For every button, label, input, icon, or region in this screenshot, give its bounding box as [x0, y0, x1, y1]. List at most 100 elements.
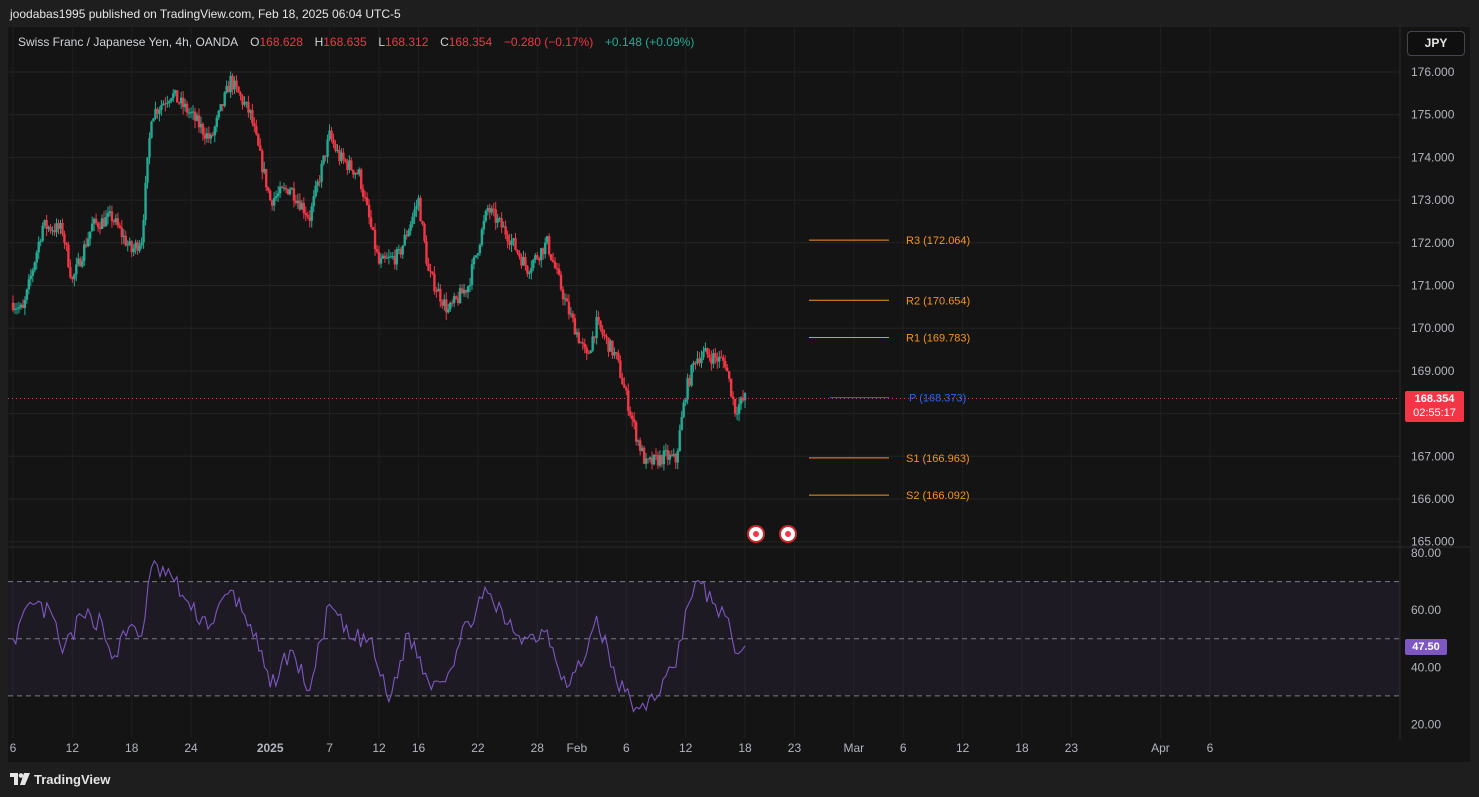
- candle-down: [674, 454, 677, 463]
- candle-down: [716, 357, 719, 362]
- candle-down: [261, 150, 264, 173]
- candle-down: [361, 189, 365, 197]
- candle-up: [59, 222, 62, 229]
- candle-down: [177, 102, 181, 104]
- candle-up: [676, 451, 679, 463]
- candle-down: [581, 342, 584, 344]
- candle-down: [488, 207, 491, 213]
- candle-down: [642, 447, 646, 464]
- candle-up: [23, 299, 27, 309]
- candle-down: [284, 187, 288, 190]
- time-tick-label: 16: [412, 741, 426, 755]
- candle-up: [19, 304, 23, 308]
- candle-up: [122, 235, 125, 238]
- candle-down: [494, 209, 497, 223]
- candle-down: [61, 222, 64, 234]
- extra-change-value: +0.148 (+0.09%): [604, 35, 695, 49]
- candle-up: [174, 90, 177, 94]
- price-tick-label: 165.000: [1411, 535, 1455, 549]
- candle-up: [27, 279, 31, 290]
- candle-down: [617, 352, 620, 361]
- currency-button[interactable]: JPY: [1407, 31, 1465, 56]
- time-axis: 6 12 18 24 2025 7 12 16 22 28 Feb 6 12 18 23 Mar 6 12 18 23…: [10, 741, 1214, 755]
- candle-up: [540, 248, 543, 261]
- candle-up: [195, 115, 199, 121]
- pivot-label-r3: R3 (172.064): [906, 235, 970, 247]
- candle-up: [522, 257, 525, 266]
- time-tick-label: 24: [184, 741, 198, 755]
- candle-down: [176, 90, 179, 103]
- candle-down: [286, 189, 290, 195]
- candle-up: [609, 340, 612, 352]
- candle-up: [575, 332, 579, 335]
- low-label: L: [378, 35, 385, 49]
- candle-up: [205, 133, 209, 139]
- chart-pane[interactable]: [8, 27, 1470, 762]
- candle-down: [304, 213, 307, 215]
- candle-down: [308, 216, 311, 221]
- candle-down: [393, 256, 397, 265]
- tradingview-logo[interactable]: TradingView: [10, 771, 110, 787]
- symbol-title[interactable]: Swiss Franc / Japanese Yen, 4h, OANDA: [18, 35, 238, 49]
- time-tick-label: 6: [1207, 741, 1214, 755]
- candle-down: [542, 248, 545, 255]
- time-tick-label: 18: [1015, 741, 1029, 755]
- candle-down: [197, 115, 201, 128]
- published-line: joodabas1995 published on TradingView.co…: [10, 7, 401, 21]
- rsi-tick-label: 20.00: [1411, 717, 1441, 731]
- candle-down: [235, 80, 238, 87]
- candle-down: [259, 145, 262, 151]
- candle-up: [379, 258, 383, 264]
- candle-down: [688, 378, 691, 386]
- candle-up: [478, 245, 482, 254]
- candle-up: [739, 397, 743, 405]
- candle-down: [239, 92, 242, 96]
- candle-down: [429, 270, 432, 272]
- candle-up: [589, 350, 592, 354]
- candle-down: [729, 378, 733, 397]
- candle-up: [328, 130, 331, 140]
- candle-down: [342, 152, 345, 160]
- candle-down: [557, 268, 561, 275]
- candle-down: [318, 181, 321, 183]
- candle-up: [484, 210, 488, 221]
- candle-up: [88, 231, 92, 239]
- candle-up: [150, 121, 153, 138]
- price-tick-label: 167.000: [1411, 449, 1455, 463]
- candle-down: [621, 377, 624, 385]
- top-bar: joodabas1995 published on TradingView.co…: [0, 0, 1479, 27]
- candle-down: [369, 217, 373, 228]
- candle-up: [81, 260, 84, 267]
- candle-down: [69, 267, 72, 278]
- candle-up: [680, 417, 683, 431]
- price-tick-label: 170.000: [1411, 321, 1455, 335]
- candle-up: [640, 447, 644, 451]
- candle-down: [441, 301, 444, 306]
- candle-down: [547, 236, 551, 255]
- candle-up: [348, 160, 351, 170]
- candle-up: [692, 362, 695, 365]
- candle-down: [725, 367, 729, 372]
- candle-down: [451, 302, 454, 304]
- candle-up: [644, 458, 648, 464]
- last-price-value: 168.354: [1414, 393, 1455, 405]
- candle-down: [555, 268, 559, 270]
- candle-down: [464, 289, 468, 293]
- pivot-label-r2: R2 (170.654): [906, 295, 970, 307]
- candle-down: [118, 225, 122, 228]
- candle-down: [334, 144, 337, 151]
- rsi-last-value: 47.50: [1405, 639, 1447, 655]
- candle-down: [445, 299, 448, 313]
- candle-down: [627, 390, 630, 412]
- candle-down: [377, 251, 381, 264]
- candle-down: [67, 244, 70, 268]
- candle-up: [183, 103, 187, 108]
- candle-up: [486, 207, 490, 211]
- candle-down: [324, 155, 327, 157]
- candle-down: [65, 242, 68, 245]
- candle-up: [662, 450, 666, 465]
- candle-up: [263, 168, 266, 173]
- candle-up: [296, 200, 300, 204]
- candle-down: [373, 229, 377, 250]
